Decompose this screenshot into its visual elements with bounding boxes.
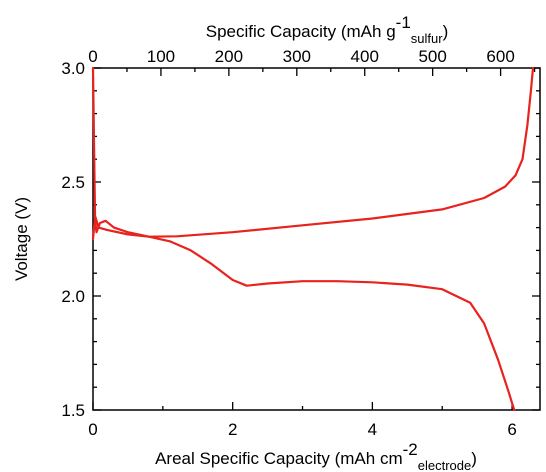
x-bottom-tick-label: 2: [228, 420, 237, 439]
x-axis-title-top-sub: sulfur: [411, 31, 443, 46]
x-top-tick-label: 600: [486, 47, 514, 66]
x-axis-title-bottom: Areal Specific Capacity (mAh cm-2electro…: [155, 440, 477, 472]
series-layer: [91, 66, 535, 412]
charge-curve-line: [91, 66, 535, 241]
y-axis-title: Voltage (V): [12, 197, 31, 281]
y-tick-label: 2.0: [61, 287, 85, 306]
y-tick-label: 2.5: [61, 173, 85, 192]
discharge-curve-line: [91, 66, 516, 412]
x-axis-title-bottom-text: Areal Specific Capacity (mAh cm: [155, 449, 403, 468]
x-axis-title-bottom-close: ): [471, 449, 477, 468]
x-axis-title-top-sup: -1: [396, 13, 411, 32]
y-tick-label: 3.0: [61, 59, 85, 78]
x-top-tick-label: 100: [147, 47, 175, 66]
x-top-tick-label: 500: [418, 47, 446, 66]
x-bottom-tick-label: 4: [368, 420, 377, 439]
tick-labels-layer: 0 2 4 6 0 100 200 300 400 500 600 1.5 2.0 2.5 3.0: [61, 47, 516, 439]
x-axis-title-top-text: Specific Capacity (mAh g: [206, 22, 396, 41]
x-axis-title-bottom-sub: electrode: [418, 458, 471, 472]
x-bottom-tick-label: 6: [507, 420, 516, 439]
x-axis-title-top-close: ): [443, 22, 449, 41]
x-top-tick-label: 0: [88, 47, 97, 66]
x-top-tick-label: 300: [283, 47, 311, 66]
x-top-tick-label: 400: [351, 47, 379, 66]
x-axis-title-top: Specific Capacity (mAh g-1sulfur): [206, 13, 449, 46]
x-axis-title-bottom-sup: -2: [403, 440, 418, 459]
y-tick-label: 1.5: [61, 401, 85, 420]
x-bottom-tick-label: 0: [88, 420, 97, 439]
x-top-tick-label: 200: [215, 47, 243, 66]
